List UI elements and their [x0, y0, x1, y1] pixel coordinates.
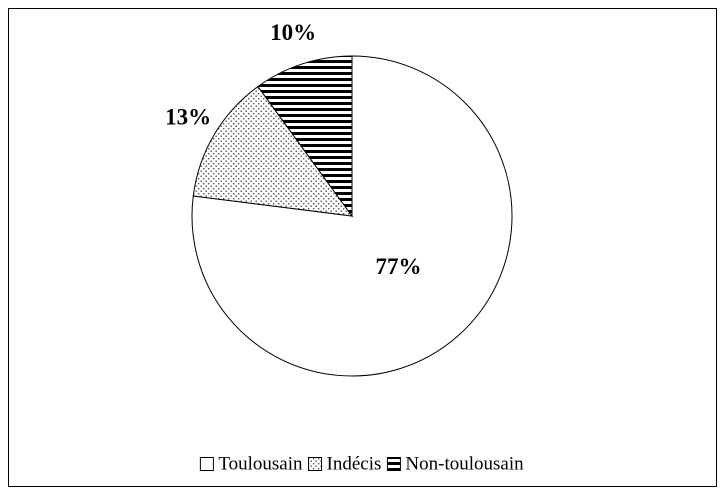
legend-swatch [386, 457, 401, 471]
legend-label: Non-toulousain [405, 453, 524, 474]
slice-label: 13% [165, 104, 211, 129]
legend-swatch [308, 457, 323, 471]
legend-label: Indécis [327, 453, 382, 474]
legend-label: Toulousain [218, 453, 303, 474]
slice-label: 10% [270, 20, 316, 45]
pie-slice [257, 55, 353, 218]
pie-slice [192, 85, 354, 217]
slice-label: 77% [376, 254, 422, 279]
legend-swatch [199, 457, 214, 471]
